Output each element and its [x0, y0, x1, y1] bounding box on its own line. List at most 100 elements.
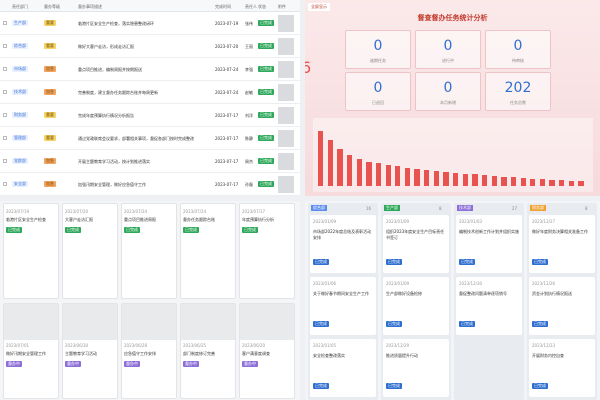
card-text: 做好汛期安全管理工作: [6, 351, 46, 356]
checkbox: [3, 21, 7, 25]
card-date: 2023/07/17: [242, 209, 266, 214]
card-text: 年度预算执行分析: [242, 217, 274, 222]
status-tag: 已完成: [258, 89, 274, 95]
status-tag: 已完成: [258, 158, 274, 164]
thumbnail: [278, 15, 294, 32]
bar: [578, 181, 584, 186]
bar: [346, 155, 353, 186]
card: [62, 203, 118, 299]
level-tag: 重要: [44, 20, 56, 26]
bar: [356, 158, 362, 186]
card-tag: 已完成: [6, 227, 22, 233]
card-text: 生产部做好设备检修: [386, 291, 422, 296]
card-date: 2023/06/20: [242, 343, 266, 348]
card-date: 2023/06/30: [65, 343, 89, 348]
card-date: 2023/01/05: [313, 343, 337, 348]
card-text: 部门制度修订完善: [183, 351, 215, 356]
row: [0, 35, 300, 58]
date: 2023-07-24: [215, 67, 239, 72]
dept-tag: 党群部: [12, 158, 28, 164]
column-header: 完成时间: [215, 4, 231, 9]
card-date: 2023/12/30: [459, 281, 483, 286]
description: 临港片区安全生产检查，落实隐患整改闭环: [78, 21, 154, 26]
person: 刘洋: [245, 113, 253, 118]
header-row: [0, 0, 300, 12]
card-text: 督办任务跟踪台账: [183, 217, 215, 222]
row: [0, 58, 300, 81]
level-tag: 加急: [44, 158, 56, 164]
card-text: 督促整改问题清单逐项销号: [459, 291, 507, 296]
column-title: 财务部: [530, 205, 546, 211]
bar: [510, 177, 517, 186]
date: 2023-07-24: [215, 90, 239, 95]
stat-value: 0: [443, 80, 453, 96]
dashboard-title: 督查督办任务统计分析: [417, 14, 488, 22]
card-text: 应急值守工作安排: [124, 351, 156, 356]
card-date: 2023/01/06: [313, 281, 337, 286]
card-tag: 督办中: [124, 361, 140, 367]
card-panel: 2023/07/19 临港片区安全生产检查 已完成 2023/07/20 大客户走访汇报…: [0, 201, 300, 400]
column-count: 8: [439, 206, 442, 211]
bar: [375, 162, 382, 186]
bar: [395, 166, 401, 186]
stat-card: [345, 30, 411, 69]
column-count: 16: [366, 206, 372, 211]
card-text: 资金计划执行情况报送: [532, 291, 572, 296]
card-tag: 督办中: [242, 361, 258, 367]
stat-label: 本月新增: [440, 100, 456, 105]
card-tag: 督办中: [65, 361, 81, 367]
thumbnail: [278, 38, 294, 55]
bar: [318, 131, 324, 186]
status-tag: 已完成: [258, 43, 274, 49]
bar: [501, 176, 507, 186]
level-tag: 重要: [44, 43, 56, 49]
card-date: 2023/01/09: [313, 219, 337, 224]
row: [0, 173, 300, 196]
image-placeholder: [240, 304, 294, 340]
checkbox: [3, 67, 7, 71]
table-panel: 责任部门 督办等级 督办事项描述 完成时间 责任人 状态 附件 生产部 重要 临港片区安全生产检查…: [0, 0, 300, 196]
stat-card: [415, 72, 481, 111]
column-header: 督办事项描述: [78, 4, 102, 9]
card-tag: 已完成: [459, 321, 475, 327]
checkbox: [3, 113, 7, 117]
card-text: 编制技术创新工作计划并组织实施: [459, 229, 519, 234]
stat-value: 202: [504, 80, 532, 96]
dept-tag: 安全部: [12, 181, 28, 187]
bar: [520, 178, 526, 186]
dept-tag: 管理部: [12, 135, 28, 141]
description: 完成年度预算执行情况分析报告: [78, 113, 134, 118]
description: 通过党政联席会议要求，部署相关事项，督促各部门按时完成整改: [78, 136, 194, 141]
card-tag: 已完成: [532, 383, 548, 389]
card-tag: 已完成: [65, 227, 81, 233]
card: [239, 203, 295, 299]
column-count: 27: [512, 206, 518, 211]
card: [180, 203, 236, 299]
date: 2023-07-17: [215, 136, 239, 141]
description: 完善制度，建立督办任务跟踪台账并每周更新: [78, 90, 158, 95]
date: 2023-07-17: [215, 113, 239, 118]
card-text: 组织2023年度安全生产目标责任书签订: [386, 229, 445, 240]
person: 陈静: [245, 136, 253, 141]
bar: [491, 176, 497, 186]
card-tag: 已完成: [183, 227, 199, 233]
dept-tag: 技术部: [12, 89, 28, 95]
thumbnail: [278, 107, 294, 124]
row: [0, 81, 300, 104]
status-tag: 已完成: [258, 135, 274, 141]
bar: [443, 171, 449, 186]
stat-card: [345, 72, 411, 111]
bar: [433, 170, 439, 186]
date: 2023-07-20: [215, 44, 239, 49]
checkbox: [3, 90, 7, 94]
description: 加强汛期安全管理，做好应急值守工作: [78, 182, 146, 187]
status-tag: 已完成: [258, 181, 274, 187]
thumbnail: [278, 130, 294, 147]
person: 赵敏: [245, 90, 253, 95]
card-date: 2023/06/28: [124, 343, 148, 348]
stat-label: 已退回: [372, 100, 384, 105]
bar: [559, 179, 565, 186]
stat-label: 任务总数: [510, 100, 526, 105]
image-placeholder: [122, 304, 176, 340]
